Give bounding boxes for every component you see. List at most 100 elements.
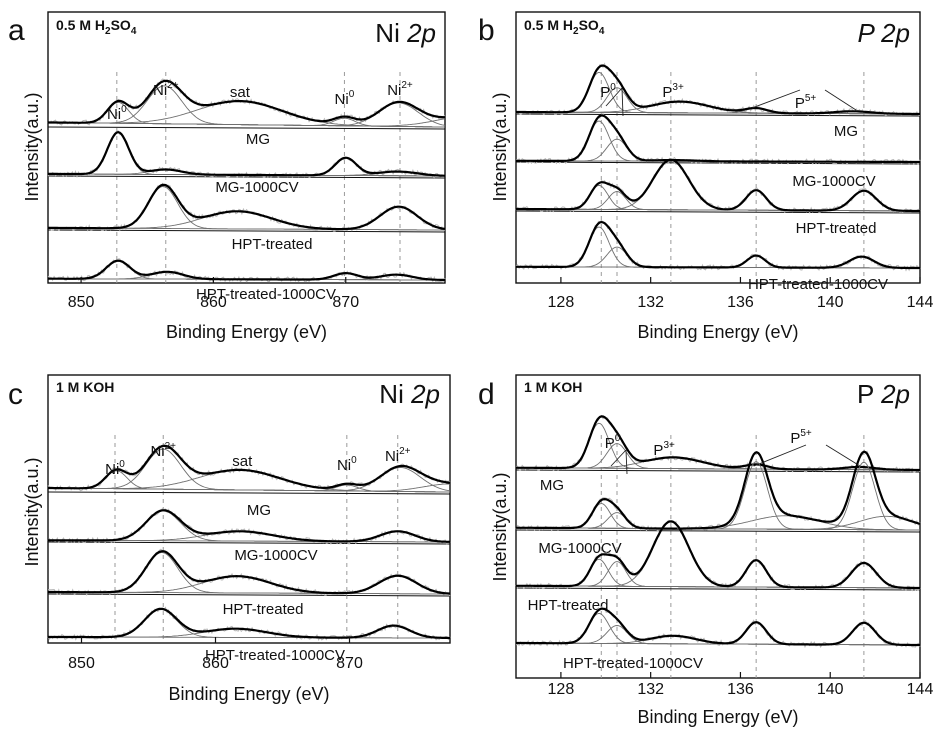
peak-label: sat	[230, 84, 251, 101]
fitted-envelope	[47, 607, 450, 640]
fitted-envelope	[48, 550, 451, 595]
fit-component	[48, 483, 450, 492]
leader-line	[751, 89, 801, 109]
y-axis-label: Intensity(a.u.)	[490, 92, 510, 201]
fitted-envelope	[48, 131, 446, 177]
peak-label: Ni0	[337, 455, 357, 474]
plot-frame	[515, 11, 921, 284]
panel-d: MG MG-1000CV HPT-treated HPT-treated-1000CV…	[478, 374, 933, 727]
trace-label: MG-1000CV	[215, 179, 298, 196]
peak-label: P3+	[662, 82, 684, 101]
fitted-envelope	[516, 114, 920, 164]
fitted-envelope	[516, 158, 920, 213]
plot-frame	[47, 374, 451, 644]
fitted-envelope	[516, 520, 920, 590]
y-axis-label: Intensity(a.u.)	[490, 472, 510, 581]
trace-separator	[515, 529, 921, 533]
x-tick-label: 850	[68, 655, 95, 672]
leader-line	[610, 449, 627, 467]
leader-line	[605, 87, 623, 107]
trace-label: HPT-treated	[796, 220, 877, 237]
panel-b: MG MG-1000CV HPT-treated HPT-treated-1000CV…	[478, 11, 934, 342]
x-tick-label: 860	[202, 655, 229, 672]
leader-line	[824, 89, 857, 111]
trace-separator	[515, 113, 921, 117]
core-level-label: Ni 2p	[379, 379, 440, 409]
trace-separator	[47, 593, 451, 597]
x-tick-label: 128	[548, 681, 575, 698]
peak-label: P0	[605, 433, 621, 452]
trace-label: HPT-treated-1000CV	[563, 655, 703, 672]
x-axis-label: Binding Energy (eV)	[637, 707, 798, 727]
x-tick-label: 128	[548, 294, 575, 311]
x-tick-label: 132	[637, 294, 664, 311]
fitted-envelope	[48, 183, 446, 231]
fit-component	[516, 461, 920, 531]
fit-component	[48, 260, 445, 281]
leader-line	[825, 444, 861, 467]
leader-line	[625, 449, 628, 475]
trace-separator	[47, 491, 451, 495]
x-axis-label: Binding Energy (eV)	[637, 322, 798, 342]
trace-label: MG	[246, 131, 270, 148]
trace-label: HPT-treated	[223, 601, 304, 618]
fit-component	[516, 515, 921, 530]
panel-letter: c	[8, 378, 23, 411]
trace-separator	[515, 161, 921, 165]
trace-label: MG	[247, 502, 271, 519]
trace-label: MG-1000CV	[538, 540, 621, 557]
x-tick-label: 136	[727, 294, 754, 311]
peak-label: Ni2+	[387, 80, 413, 99]
plot-frame	[47, 11, 446, 284]
trace-separator	[47, 229, 446, 233]
electrolyte-label: 0.5 M H2SO4	[56, 17, 137, 37]
fitted-envelope	[515, 415, 920, 472]
trace-label: MG-1000CV	[234, 547, 317, 564]
trace-separator	[515, 587, 921, 591]
peak-label: Ni2+	[150, 441, 176, 460]
electrolyte-label: 0.5 M H2SO4	[524, 17, 605, 37]
fitted-envelope	[516, 64, 920, 116]
trace-label: HPT-treated	[528, 597, 609, 614]
peak-label: Ni2+	[385, 446, 411, 465]
leader-line	[621, 87, 624, 117]
fitted-envelope	[48, 259, 446, 282]
x-tick-label: 144	[907, 294, 934, 311]
x-tick-label: 132	[637, 681, 664, 698]
peak-label: P5+	[790, 428, 812, 447]
trace-label: MG	[540, 477, 564, 494]
core-level-label: Ni 2p	[375, 18, 436, 48]
panel-letter: b	[478, 14, 495, 47]
peak-label: Ni0	[107, 104, 127, 123]
trace-label: HPT-treated-1000CV	[205, 647, 345, 664]
fit-component	[47, 118, 446, 127]
panel-letter: d	[478, 378, 495, 411]
panel-c: MG MG-1000CV HPT-treated HPT-treated-1000CV…	[8, 374, 451, 704]
electrolyte-label: 1 M KOH	[524, 379, 582, 395]
x-tick-label: 870	[332, 294, 359, 311]
core-level-label: P 2p	[857, 18, 910, 48]
fit-component	[516, 120, 920, 163]
x-tick-label: 140	[817, 294, 844, 311]
fitted-envelope	[48, 444, 451, 490]
trace-separator	[47, 541, 451, 545]
fitted-envelope	[47, 79, 445, 124]
fitted-envelope	[516, 607, 920, 647]
x-tick-label: 870	[336, 655, 363, 672]
plot-frame	[515, 374, 921, 679]
electrolyte-label: 1 M KOH	[56, 379, 114, 395]
y-axis-label: Intensity(a.u.)	[22, 457, 42, 566]
y-axis-label: Intensity(a.u.)	[22, 92, 42, 201]
trace-label: HPT-treated-1000CV	[196, 286, 336, 303]
peak-label: Ni2+	[153, 80, 179, 99]
x-tick-label: 850	[68, 294, 95, 311]
trace-label: HPT-treated-1000CV	[748, 276, 888, 293]
core-level-label: P 2p	[857, 379, 910, 409]
x-axis-label: Binding Energy (eV)	[168, 684, 329, 704]
trace-separator	[515, 210, 921, 214]
peak-label: P5+	[795, 93, 817, 112]
peak-label: sat	[232, 453, 253, 470]
peak-label: P3+	[653, 440, 675, 459]
trace-label: MG-1000CV	[792, 173, 875, 190]
